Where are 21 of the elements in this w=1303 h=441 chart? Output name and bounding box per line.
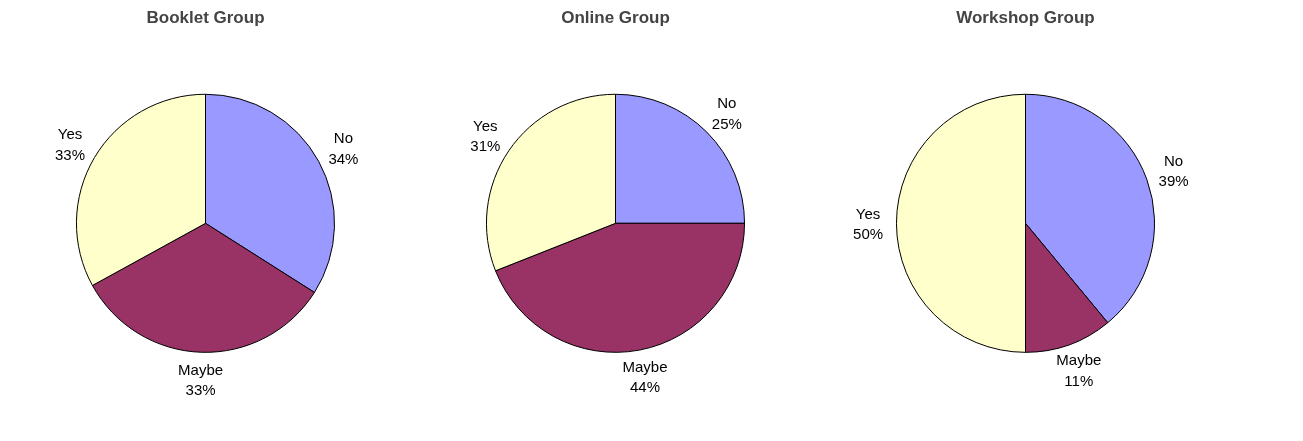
data-label: 25% — [711, 114, 742, 132]
slice-label: No — [1164, 151, 1184, 169]
slice-label: Maybe — [1056, 351, 1102, 369]
data-label: 31% — [470, 137, 501, 155]
chart-title: Workshop Group — [956, 7, 1095, 27]
data-label: 44% — [629, 378, 661, 396]
chart-title: Booklet Group — [146, 7, 265, 27]
slice-label: Maybe — [178, 360, 224, 378]
slice-label: Yes — [855, 204, 881, 222]
slice-label: Yes — [473, 116, 498, 134]
data-label: 33% — [185, 380, 216, 398]
slice-label: No — [717, 94, 737, 112]
data-label: 11% — [1064, 371, 1094, 389]
data-label: 50% — [853, 225, 884, 242]
slice-label: No — [333, 129, 354, 147]
slice-label: Yes — [57, 125, 83, 143]
data-label: 39% — [1158, 172, 1189, 190]
chart-title: Online Group — [561, 7, 670, 27]
data-label: 34% — [328, 149, 359, 167]
data-label: 33% — [54, 145, 86, 163]
slice-label: Maybe — [622, 357, 668, 375]
